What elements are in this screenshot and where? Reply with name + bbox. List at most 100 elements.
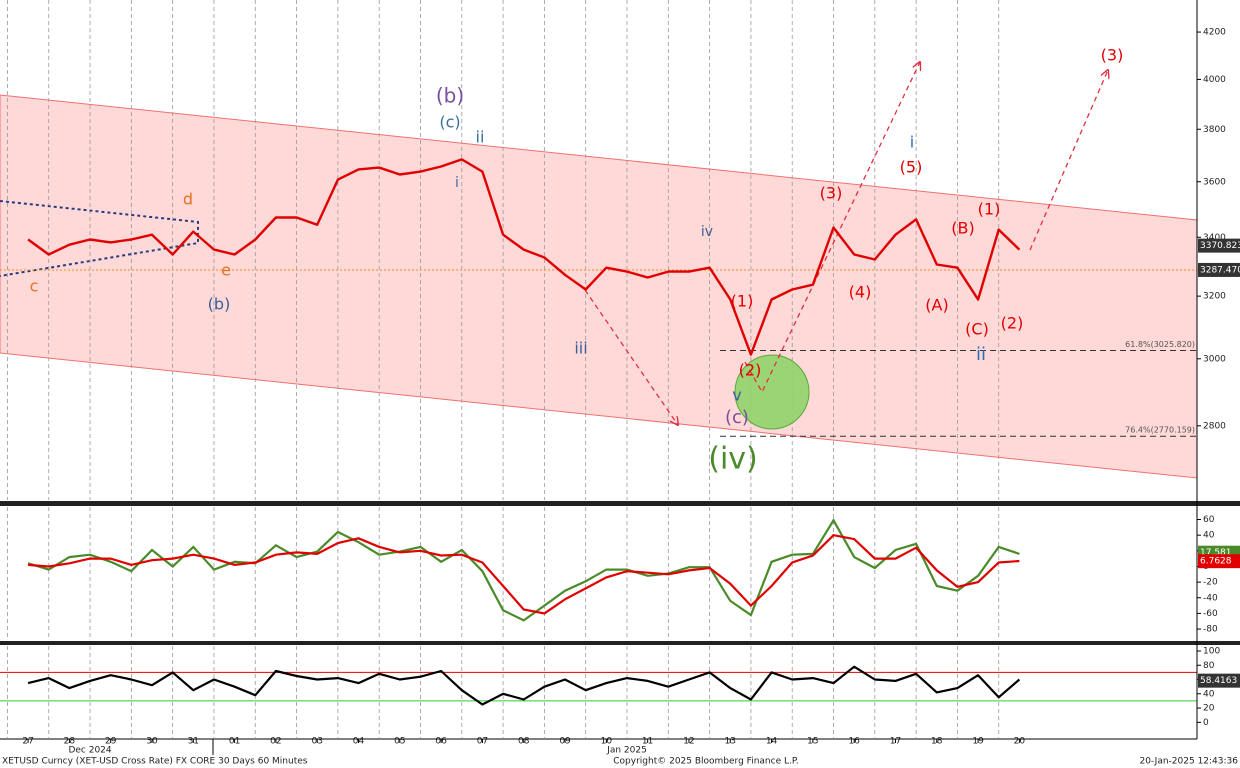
y-tick-label: -20 [1203,578,1218,588]
wave-label: (c) [439,113,460,132]
x-tick-label: 20 [1014,737,1026,747]
x-tick-label: 13 [725,737,736,747]
triangle [0,200,199,277]
wave-label: (4) [849,283,872,302]
arrow [1029,70,1108,251]
y-tick-label: 3800 [1203,125,1226,135]
wave-label: (5) [900,158,923,177]
price-tag-label: 58.4163 [1200,676,1237,686]
y-tick-label: 60 [1203,515,1215,525]
x-tick-label: 07 [477,737,488,747]
footer-right: 20-Jan-2025 12:43:36 [1139,757,1238,767]
wave-label: (B) [951,219,974,238]
wave-label: (2) [739,361,762,380]
y-tick-label: 40 [1203,689,1215,699]
x-tick-label: 10 [601,737,613,747]
x-tick-label: 28 [64,737,76,747]
x-tick-label: 14 [766,737,778,747]
month-label: Dec 2024 [68,746,111,756]
wave-label: i [910,133,914,152]
y-tick-label: -80 [1203,625,1218,635]
wave-label: c [30,277,39,296]
wave-label: (3) [1101,46,1124,65]
indicator-line [28,534,1020,615]
level-label: 76.4%(2770.159) [1125,426,1195,435]
footer-center: Copyright© 2025 Bloomberg Finance L.P. [613,757,798,767]
price-tag-label: 3287.470 [1200,265,1240,275]
wave-label: iv [701,224,713,240]
indicator-line [27,518,1020,622]
wave-label: ii [476,128,485,147]
x-tick-label: 04 [353,737,365,747]
day-separators [7,0,1000,738]
y-tick-label: 100 [1203,646,1220,656]
y-tick-label: 3400 [1203,233,1226,243]
y-tick-label: 2800 [1203,421,1226,431]
x-tick-label: 05 [394,737,405,747]
target-zone [734,354,810,430]
wave-label: i [455,175,459,191]
wave-label: ii [976,344,986,365]
wave-label: (b) [208,295,231,314]
price-line [27,158,1021,356]
wave-label: (2) [1001,314,1024,333]
y-tick-label: 3600 [1203,177,1226,187]
y-tick-label: 4200 [1203,28,1226,38]
x-tick-label: 31 [188,737,199,747]
plot: 27 28 29 30 31 01 02 03 04 05 06 07 08 09 10 11 12 13 14 15… [0,28,1240,756]
price-tag-label: 17.581 [1200,548,1232,558]
x-tick-label: 12 [683,737,694,747]
footer-left: XETUSD Curncy (XET-USD Cross Rate) FX CO… [2,757,308,767]
x-tick-label: 08 [518,737,530,747]
wave-label: (1) [978,200,1001,219]
arrow [584,289,678,425]
wave-label: e [221,261,231,280]
x-tick-label: 29 [105,737,117,747]
x-tick-label: 19 [972,737,984,747]
month-label: Jan 2025 [606,746,647,756]
arrow [744,62,920,394]
x-tick-label: 02 [270,737,281,747]
x-tick-label: 17 [890,737,901,747]
y-tick-label: 80 [1203,661,1215,671]
x-tick-label: 11 [642,737,653,747]
wave-label: (iv) [708,442,758,477]
price-tag [1198,262,1240,277]
x-tick-label: 18 [931,737,943,747]
wave-label: (C) [965,320,989,339]
price-tag [1198,554,1240,569]
y-tick-label: 20 [1203,704,1215,714]
wave-label: d [183,190,193,209]
panel-separator [0,501,1240,506]
wave-label: (c) [725,407,749,428]
wave-label: v [732,386,741,405]
x-tick-label: 01 [229,737,240,747]
rsi-line [27,665,1021,706]
y-tick-label: 4000 [1203,75,1226,85]
wave-label: (1) [731,292,754,311]
projections [584,62,1108,425]
y-tick-label: 40 [1203,531,1215,541]
y-tick-label: -40 [1203,593,1218,603]
x-tick-label: 16 [848,737,860,747]
x-tick-label: 06 [435,737,447,747]
wave-label: (b) [436,84,464,108]
y-tick-label: 3000 [1203,354,1226,364]
price-tag [1198,673,1240,688]
x-tick-label: 27 [22,737,33,747]
y-tick-label: -60 [1203,609,1218,619]
price-tag-label: 3370.823 [1200,241,1240,251]
x-tick-label: 03 [311,737,322,747]
x-tick-label: 30 [146,737,158,747]
y-tick-label: 3200 [1203,292,1226,302]
wave-label: (3) [820,184,843,203]
panel-separator [0,641,1240,645]
x-tick-label: 09 [559,737,571,747]
wave-label: iii [574,339,587,358]
wave-label: (A) [925,296,948,315]
price-tag [1198,238,1240,253]
price-tag-label: 6.7628 [1200,557,1232,567]
level-label: 61.8%(3025.820) [1125,340,1195,349]
